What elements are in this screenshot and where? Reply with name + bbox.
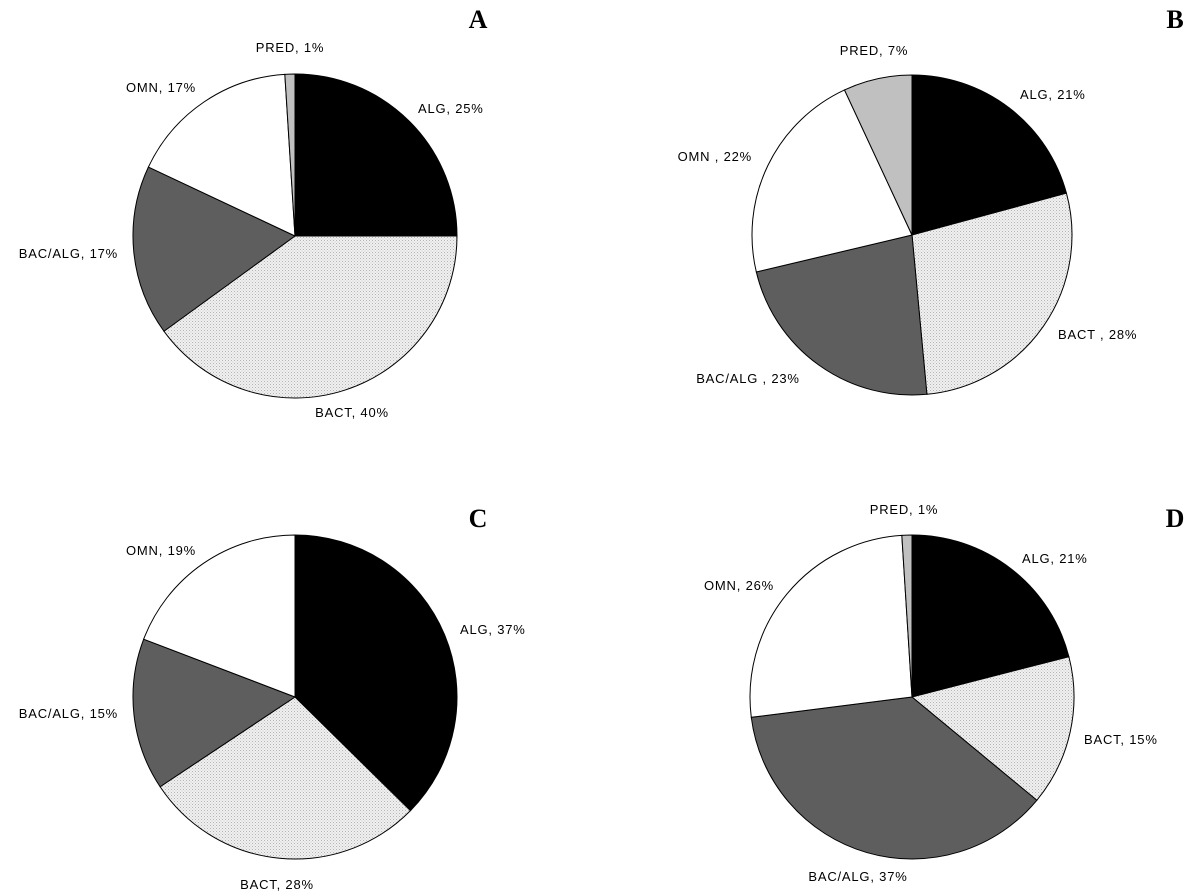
slice-label-omn: OMN, 17% (126, 80, 196, 95)
pie-slice-bac-alg (755, 234, 928, 396)
slice-label-omn: OMN, 19% (126, 543, 196, 558)
pie-slice-alg (294, 534, 458, 812)
pie-slice-bact (910, 656, 1075, 801)
slice-label-bac-alg: BAC/ALG, 17% (19, 246, 118, 261)
pie-panel-d: D ALG, 21% BACT, 15% BAC/ALG, 37% OMN, 2… (704, 502, 1184, 884)
pie-slice-alg (911, 534, 1070, 698)
pie-slice-bac-alg (132, 166, 296, 332)
pie-slice-omn (147, 73, 296, 237)
slice-label-alg: ALG, 21% (1020, 87, 1086, 102)
slice-label-alg: ALG, 37% (460, 622, 526, 637)
slice-label-bact: BACT, 15% (1084, 732, 1158, 747)
pie-panel-b: B ALG, 21% BACT , 28% BAC/ALG , 23% OMN … (678, 5, 1184, 396)
slice-label-pred: PRED, 7% (840, 43, 909, 58)
panel-letter-c: C (469, 504, 488, 533)
pie-slice-bact (163, 235, 458, 399)
slice-label-pred: PRED, 1% (870, 502, 939, 517)
panel-letter-a: A (469, 5, 488, 34)
slice-label-pred: PRED, 1% (256, 40, 325, 55)
pie-slice-omn (143, 534, 296, 698)
slice-label-alg: ALG, 25% (418, 101, 484, 116)
slice-label-omn: OMN, 26% (704, 578, 774, 593)
pie-slice-omn (749, 534, 913, 718)
pie-slice-bact (911, 192, 1073, 395)
pie-panel-c: C ALG, 37% BACT, 28% BAC/ALG, 15% OMN, 1… (19, 504, 526, 892)
pie-slice-bac-alg (132, 638, 297, 788)
pie-slice-bact (159, 696, 412, 860)
pie-slice-omn (751, 89, 913, 273)
slice-label-bact: BACT , 28% (1058, 327, 1137, 342)
pie-slice-pred (901, 534, 913, 698)
pie-slice-alg (911, 74, 1068, 236)
slice-label-bact: BACT, 40% (315, 405, 389, 420)
pie-slice-bac-alg (750, 696, 1038, 860)
pie-panel-a: A ALG, 25% BACT, 40% BAC/ALG, 17% OMN, 1… (19, 5, 488, 420)
slice-label-bact: BACT, 28% (240, 877, 314, 892)
pie-slice-pred (843, 74, 913, 236)
panel-letter-b: B (1166, 5, 1183, 34)
slice-label-alg: ALG, 21% (1022, 551, 1088, 566)
slice-label-omn: OMN , 22% (678, 149, 752, 164)
slice-label-bac-alg: BAC/ALG, 37% (808, 869, 907, 884)
pie-slice-alg (294, 73, 458, 237)
pie-slice-pred (284, 73, 296, 237)
panel-letter-d: D (1166, 504, 1185, 533)
slice-label-bac-alg: BAC/ALG, 15% (19, 706, 118, 721)
slice-label-bac-alg: BAC/ALG , 23% (696, 371, 800, 386)
